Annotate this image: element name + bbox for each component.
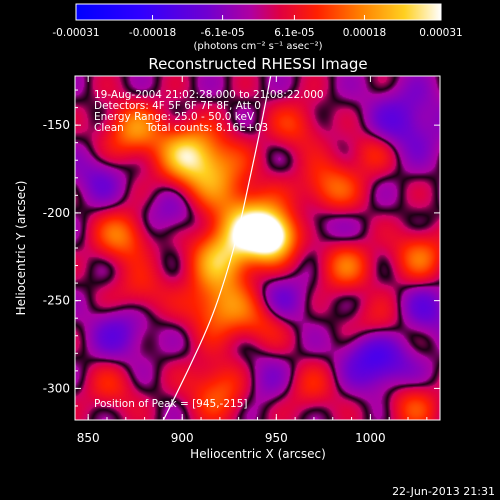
x-tick-label: 950 (265, 431, 288, 445)
footer-timestamp: 22-Jun-2013 21:31 (392, 485, 495, 498)
x-tick-label: 1000 (355, 431, 386, 445)
x-axis-ticks: 850 900 950 1000 (77, 76, 428, 445)
y-tick-label: -150 (43, 118, 70, 132)
y-tick-label: -200 (43, 206, 70, 220)
x-tick-label: 850 (77, 431, 100, 445)
annotation-peak-position: Position of Peak = [945,-215] (94, 398, 248, 410)
y-axis-label: Heliocentric Y (arcsec) (14, 181, 28, 316)
colorbar-ticks: -0.00031 -0.00018 -6.1e-05 6.1e-05 0.00018 0.… (52, 15, 463, 39)
colorbar-tick-label: -0.00018 (129, 27, 176, 39)
colorbar-gradient (75, 3, 442, 21)
chart-title: Reconstructed RHESSI Image (148, 55, 367, 73)
colorbar-tick-label: 0.00031 (419, 27, 462, 39)
annotation-total-counts: Total counts: 8.16E+03 (145, 122, 268, 134)
annotation-method: Clean (94, 122, 124, 134)
colorbar-unit-label: (photons cm⁻² s⁻¹ asec⁻²) (193, 41, 322, 52)
colorbar-tick-label: -0.00031 (52, 27, 99, 39)
solar-limb-curve (162, 76, 272, 420)
x-tick-label: 900 (171, 431, 194, 445)
heatmap-region (75, 76, 440, 420)
annotation-energy-range: Energy Range: 25.0 - 50.0 keV (94, 111, 255, 123)
x-axis-label: Heliocentric X (arcsec) (190, 447, 326, 461)
annotation-block: 19-Aug-2004 21:02:28.000 to 21:08:22.000… (94, 89, 324, 410)
colorbar-tick-label: 0.00018 (343, 27, 386, 39)
y-tick-label: -250 (43, 294, 70, 308)
colorbar-tick-label: -6.1e-05 (201, 27, 245, 39)
y-axis-ticks: -150 -200 -250 -300 (43, 89, 440, 407)
colorbar-tick-label: 6.1e-05 (274, 27, 314, 39)
colorbar: -0.00031 -0.00018 -6.1e-05 6.1e-05 0.00018 0.… (52, 3, 463, 52)
annotation-time-range: 19-Aug-2004 21:02:28.000 to 21:08:22.000 (94, 89, 324, 101)
annotation-detectors: Detectors: 4F 5F 6F 7F 8F, Att 0 (94, 100, 261, 112)
y-tick-label: -300 (43, 381, 70, 395)
